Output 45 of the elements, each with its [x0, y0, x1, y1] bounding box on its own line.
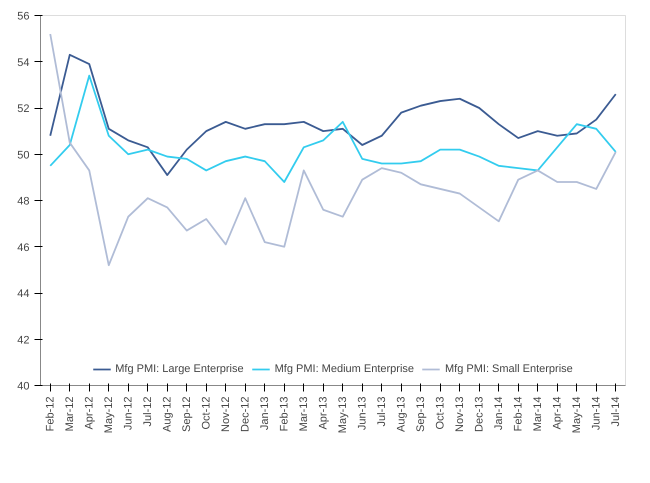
x-tick-label: Apr-13 [317, 396, 330, 430]
x-tick-label: Aug-13 [395, 396, 408, 432]
y-tick-label: 56 [17, 10, 30, 22]
y-tick-label: 48 [17, 196, 30, 208]
x-tick-label: Dec-12 [239, 396, 252, 432]
x-tick-label: Feb-12 [44, 396, 56, 432]
legend-label: Mfg PMI: Large Enterprise [115, 363, 244, 375]
x-tick-label: Jul-13 [376, 396, 388, 426]
legend-label: Mfg PMI: Small Enterprise [445, 363, 573, 375]
x-tick-label: Oct-12 [200, 396, 212, 430]
x-tick-label: Jun-14 [590, 396, 602, 430]
x-tick-label: Dec-13 [473, 396, 486, 432]
x-tick-label: Apr-14 [551, 396, 564, 430]
x-tick-label: Mar-13 [298, 396, 310, 432]
y-tick-label: 40 [17, 380, 30, 392]
x-tick-label: Apr-12 [83, 396, 96, 430]
line-series [49, 33, 617, 266]
x-tick-label: May-13 [336, 396, 349, 434]
x-tick-label: Mar-14 [532, 396, 544, 432]
x-tick-label: Feb-14 [512, 396, 524, 432]
line-series [49, 54, 617, 176]
legend-label: Mfg PMI: Medium Enterprise [274, 363, 414, 375]
y-tick-label: 42 [17, 334, 30, 346]
y-tick-label: 46 [17, 242, 30, 254]
x-tick-label: Jul-12 [142, 396, 154, 426]
y-tick-label: 44 [17, 288, 30, 300]
line-series [49, 74, 617, 183]
x-tick-label: Jan-14 [492, 396, 505, 430]
y-tick-label: 52 [17, 103, 30, 115]
x-tick-label: Aug-12 [161, 396, 174, 432]
x-tick-label: Sep-12 [180, 396, 193, 432]
y-tick-label: 50 [17, 149, 30, 162]
y-tick-label: 54 [17, 56, 30, 69]
x-tick-label: Jul-14 [610, 396, 622, 426]
x-tick-label: Nov-13 [454, 396, 466, 432]
x-tick-label: May-14 [570, 396, 583, 434]
x-tick-label: Oct-13 [434, 396, 446, 430]
x-tick-label: Jun-13 [356, 396, 368, 430]
x-tick-label: May-12 [102, 396, 115, 434]
x-tick-label: Sep-13 [414, 396, 427, 432]
x-tick-label: Nov-12 [220, 396, 232, 432]
x-tick-label: Feb-13 [278, 396, 290, 432]
x-tick-label: Jan-13 [258, 396, 271, 430]
x-tick-label: Jun-12 [122, 396, 134, 430]
x-tick-label: Mar-12 [64, 396, 76, 432]
